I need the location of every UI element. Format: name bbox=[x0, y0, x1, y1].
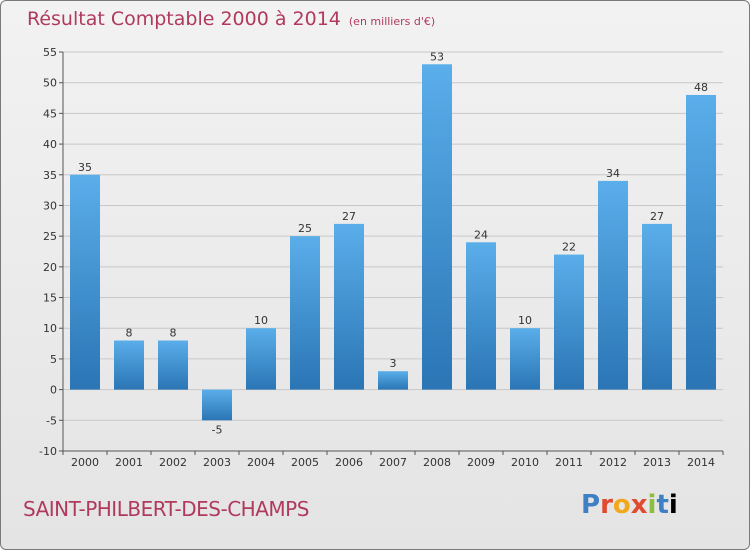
bar-2005 bbox=[290, 236, 320, 390]
x-tick-label: 2010 bbox=[511, 456, 539, 469]
x-tick-label: 2006 bbox=[335, 456, 363, 469]
data-labels: 35 8 8 -5 10 25 27 3 53 24 10 22 34 27 48 bbox=[78, 50, 708, 436]
data-label-2014: 48 bbox=[694, 81, 708, 94]
bar-2006 bbox=[334, 223, 364, 390]
y-tick-label: 25 bbox=[43, 230, 57, 243]
data-label-2012: 34 bbox=[606, 167, 620, 180]
x-tick-label: 2005 bbox=[291, 456, 319, 469]
y-tick-label: 35 bbox=[43, 169, 57, 182]
bar-2007 bbox=[378, 371, 408, 390]
bar-2009 bbox=[466, 242, 496, 390]
chart-title-text: Résultat Comptable 2000 à 2014 bbox=[27, 8, 341, 30]
bar-2014 bbox=[686, 94, 716, 390]
data-label-2010: 10 bbox=[518, 314, 532, 327]
x-tick-label: 2009 bbox=[467, 456, 495, 469]
data-label-2009: 24 bbox=[474, 228, 488, 241]
data-label-2007: 3 bbox=[390, 357, 397, 370]
data-label-2000: 35 bbox=[78, 161, 92, 174]
bar-2011 bbox=[554, 254, 584, 390]
bar-2012 bbox=[598, 180, 628, 390]
data-label-2005: 25 bbox=[298, 222, 312, 235]
bars bbox=[70, 64, 716, 421]
logo-letter: i bbox=[647, 490, 657, 520]
bar-2003 bbox=[202, 389, 232, 421]
logo-letter: P bbox=[581, 490, 601, 520]
y-tick-label: 45 bbox=[43, 107, 57, 120]
logo-letter: i bbox=[668, 490, 678, 520]
y-tick-label: 20 bbox=[43, 261, 57, 274]
bar-2002 bbox=[158, 340, 188, 390]
data-label-2008: 53 bbox=[430, 50, 444, 63]
y-tick-label: 5 bbox=[50, 353, 57, 366]
proxiti-logo[interactable]: Proxiti bbox=[581, 490, 678, 520]
y-tick-label: 55 bbox=[43, 46, 57, 59]
data-label-2013: 27 bbox=[650, 210, 664, 223]
data-label-2006: 27 bbox=[342, 210, 356, 223]
data-label-2004: 10 bbox=[254, 314, 268, 327]
bar-2001 bbox=[114, 340, 144, 390]
commune-name: SAINT-PHILBERT-DES-CHAMPS bbox=[23, 497, 309, 521]
x-tick-label: 2000 bbox=[71, 456, 99, 469]
data-label-2002: 8 bbox=[170, 327, 177, 340]
x-tick-label: 2004 bbox=[247, 456, 275, 469]
y-tick-label: 15 bbox=[43, 292, 57, 305]
bar-2000 bbox=[70, 174, 100, 390]
x-tick-label: 2002 bbox=[159, 456, 187, 469]
logo-letter: o bbox=[612, 490, 631, 520]
y-tick-label: 30 bbox=[43, 199, 57, 212]
bar-2013 bbox=[642, 223, 672, 390]
axes: -10 -5 0 5 10 15 20 25 30 35 40 45 50 55 2000 2001 2002 2… bbox=[39, 46, 724, 469]
logo-letter: t bbox=[656, 490, 669, 520]
x-tick-label: 2007 bbox=[379, 456, 407, 469]
data-label-2001: 8 bbox=[126, 327, 133, 340]
x-tick-label: 2008 bbox=[423, 456, 451, 469]
bar-2004 bbox=[246, 328, 276, 390]
x-tick-label: 2014 bbox=[687, 456, 715, 469]
bar-2010 bbox=[510, 328, 540, 390]
x-tick-label: 2003 bbox=[203, 456, 231, 469]
bar-2008 bbox=[422, 64, 452, 390]
data-label-2003: -5 bbox=[212, 423, 223, 436]
chart-subtitle: (en milliers d'€) bbox=[348, 15, 436, 28]
logo-letter: r bbox=[600, 490, 613, 520]
y-tick-label: 0 bbox=[50, 384, 57, 397]
y-tick-label: 10 bbox=[43, 322, 57, 335]
logo-letter: x bbox=[630, 490, 648, 520]
x-tick-label: 2013 bbox=[643, 456, 671, 469]
y-tick-label: -10 bbox=[39, 445, 57, 458]
y-tick-label: 50 bbox=[43, 77, 57, 90]
x-tick-label: 2011 bbox=[555, 456, 583, 469]
chart-title: Résultat Comptable 2000 à 2014 (en millie… bbox=[27, 8, 435, 30]
data-label-2011: 22 bbox=[562, 241, 576, 254]
x-tick-label: 2001 bbox=[115, 456, 143, 469]
y-tick-label: -5 bbox=[46, 414, 57, 427]
x-tick-label: 2012 bbox=[599, 456, 627, 469]
y-tick-label: 40 bbox=[43, 138, 57, 151]
